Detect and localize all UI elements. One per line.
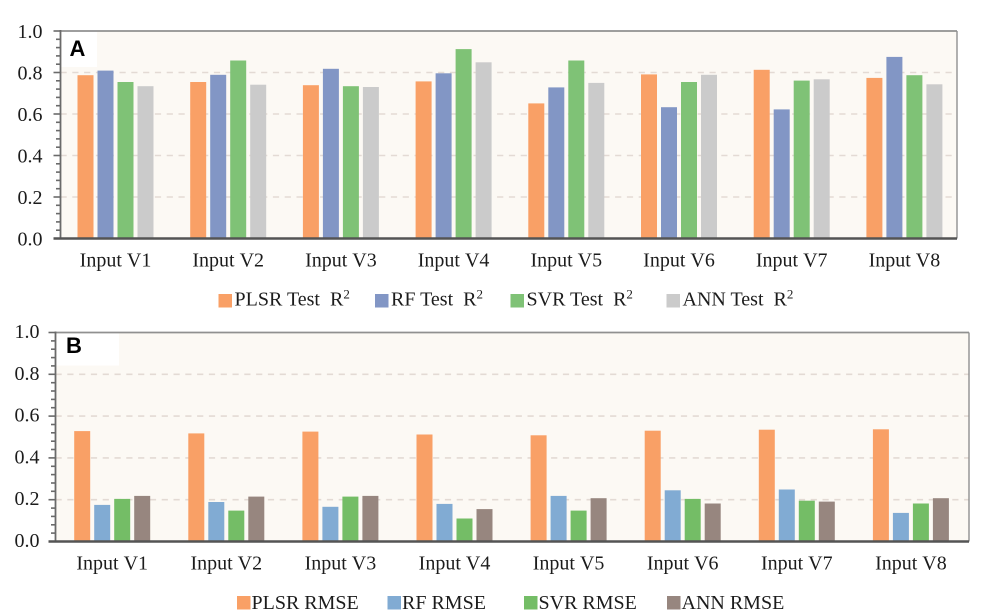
svg-text:0.8: 0.8 [18,63,43,85]
svg-text:Input V1: Input V1 [80,250,152,272]
svg-text:Input V8: Input V8 [869,250,941,272]
svg-text:PLSR Test R2: PLSR Test R2 [235,287,350,311]
svg-text:RF Test R2: RF Test R2 [391,287,483,311]
svg-text:B: B [66,333,82,358]
svg-text:0.8: 0.8 [15,363,40,385]
svg-text:RF RMSE: RF RMSE [402,592,486,614]
svg-text:0.4: 0.4 [18,146,43,168]
svg-text:Input V3: Input V3 [305,553,377,575]
svg-text:SVR Test R2: SVR Test R2 [527,287,633,311]
svg-text:Input V5: Input V5 [530,250,602,272]
svg-text:0.4: 0.4 [15,446,40,468]
svg-text:Input V7: Input V7 [761,553,833,575]
svg-text:Input V3: Input V3 [305,250,377,272]
svg-text:0.2: 0.2 [15,488,40,510]
svg-text:Input V4: Input V4 [418,250,490,272]
svg-text:0.0: 0.0 [18,229,43,251]
svg-text:Input V7: Input V7 [756,250,828,272]
svg-text:1.0: 1.0 [18,21,43,43]
svg-text:A: A [70,36,86,61]
svg-text:Input V4: Input V4 [419,553,491,575]
svg-text:Input V5: Input V5 [533,553,605,575]
svg-text:Input V8: Input V8 [875,553,947,575]
svg-text:ANN RMSE: ANN RMSE [682,592,785,614]
svg-text:Input V2: Input V2 [192,250,264,272]
svg-text:Input V1: Input V1 [76,553,148,575]
svg-text:0.0: 0.0 [15,530,40,552]
svg-text:0.6: 0.6 [15,405,40,427]
svg-text:SVR RMSE: SVR RMSE [539,592,637,614]
svg-text:0.2: 0.2 [18,187,43,209]
svg-text:1.0: 1.0 [15,321,40,343]
svg-text:Input V2: Input V2 [190,553,262,575]
svg-text:0.6: 0.6 [18,104,43,126]
svg-text:Input V6: Input V6 [643,250,715,272]
svg-text:ANN Test R2: ANN Test R2 [683,287,794,311]
svg-text:PLSR RMSE: PLSR RMSE [252,592,359,614]
svg-text:Input V6: Input V6 [647,553,719,575]
